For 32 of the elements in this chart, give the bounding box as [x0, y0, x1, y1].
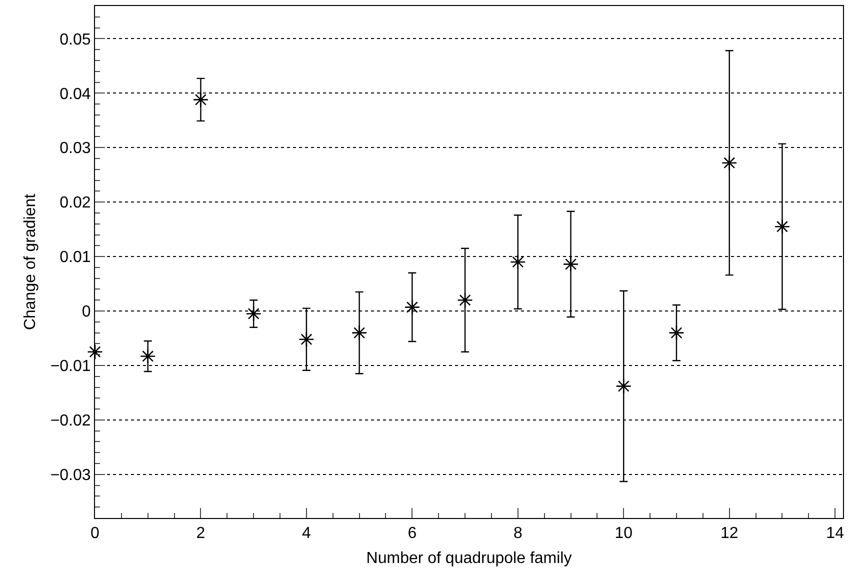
y-tick-label: 0.01 [60, 249, 91, 266]
x-tick-label: 6 [408, 525, 417, 542]
y-tick-label: −0.02 [50, 412, 91, 430]
x-axis-title: Number of quadrupole family [366, 550, 572, 567]
x-tick-label: 4 [302, 525, 311, 542]
point [616, 378, 632, 394]
y-tick-label: 0.05 [60, 31, 91, 48]
x-tick-label: 10 [614, 525, 633, 542]
point [298, 331, 314, 348]
x-tick-label: 2 [196, 525, 206, 542]
y-tick-label: −0.01 [50, 358, 91, 376]
y-axis-title: Change of gradient [22, 193, 40, 330]
point [668, 324, 684, 341]
y-tick-label: 0.03 [60, 140, 91, 158]
x-tick-label: 8 [513, 525, 522, 542]
x-tick-label: 12 [720, 525, 738, 542]
y-tick-label: 0.04 [60, 86, 91, 103]
point [774, 218, 790, 234]
point [192, 92, 209, 108]
point [457, 292, 473, 308]
point [562, 256, 579, 272]
point [404, 299, 420, 316]
point [87, 344, 103, 360]
point [140, 348, 156, 364]
point [246, 306, 262, 322]
y-tick-label: −0.03 [50, 467, 91, 484]
x-tick-label: 14 [826, 525, 844, 542]
point [351, 324, 368, 341]
y-tick-label: 0 [82, 304, 91, 321]
y-tick-label: 0.02 [60, 194, 91, 212]
point [510, 254, 526, 270]
point [722, 155, 738, 171]
